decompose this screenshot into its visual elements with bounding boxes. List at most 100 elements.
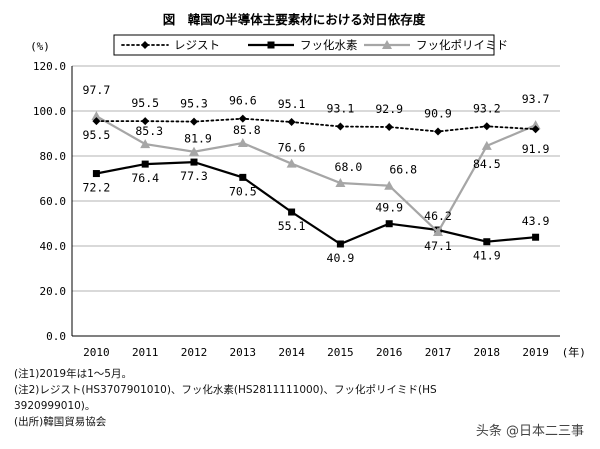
x-tick-label: 2015 bbox=[327, 346, 354, 359]
series-layer bbox=[91, 111, 541, 248]
y-axis-label: (%) bbox=[30, 40, 50, 53]
data-point-pi bbox=[286, 158, 297, 168]
legend-box bbox=[113, 34, 495, 56]
data-point-hf bbox=[288, 208, 296, 216]
note-2: (注2)レジスト(HS3707901010)、フッ化水素(HS281111100… bbox=[14, 384, 437, 396]
data-point-pi bbox=[91, 111, 102, 121]
series-line-2 bbox=[96, 160, 536, 246]
data-label: 95.5 bbox=[83, 128, 111, 142]
data-label: 85.8 bbox=[233, 123, 261, 137]
data-label: 47.1 bbox=[424, 239, 452, 253]
x-tick-label: 2013 bbox=[230, 346, 257, 359]
data-point-resist bbox=[482, 122, 491, 131]
note-1: (注1)2019年は1～5月。 bbox=[14, 368, 132, 380]
y-tick-label: 0.0 bbox=[46, 330, 66, 343]
data-label: 90.9 bbox=[424, 106, 452, 120]
y-tick-label: 120.0 bbox=[33, 60, 66, 73]
x-tick-label: 2011 bbox=[132, 346, 159, 359]
data-label: 93.2 bbox=[473, 101, 501, 115]
legend-label-1: レジスト bbox=[174, 38, 220, 52]
data-label: 49.9 bbox=[375, 201, 403, 215]
data-point-resist bbox=[92, 117, 101, 126]
source-note: (出所)韓国貿易協会 bbox=[14, 416, 107, 428]
axes bbox=[71, 66, 560, 337]
data-label: 95.3 bbox=[180, 97, 208, 111]
chart-title: 図 韓国の半導体主要素材における対日依存度 bbox=[163, 12, 426, 27]
data-point-hf bbox=[336, 240, 344, 248]
data-point-hf bbox=[532, 233, 540, 241]
data-label: 92.9 bbox=[375, 102, 403, 116]
data-label: 95.5 bbox=[131, 96, 159, 110]
data-label: 81.9 bbox=[184, 132, 212, 146]
x-unit-label: (年) bbox=[562, 345, 586, 359]
data-label: 68.0 bbox=[335, 160, 363, 174]
data-point-pi bbox=[481, 140, 492, 150]
data-label: 46.2 bbox=[424, 209, 452, 223]
x-tick-label: 2016 bbox=[376, 346, 403, 359]
data-point-resist bbox=[190, 117, 198, 126]
data-point-pi bbox=[140, 139, 151, 149]
data-point-hf bbox=[239, 173, 247, 181]
data-label: 91.9 bbox=[522, 142, 550, 156]
x-tick-label: 2019 bbox=[522, 346, 549, 359]
data-label: 93.1 bbox=[327, 102, 355, 116]
y-tick-label: 20.0 bbox=[40, 285, 67, 298]
x-tick-label: 2014 bbox=[278, 346, 305, 359]
data-point-resist bbox=[238, 114, 247, 123]
data-point-resist bbox=[287, 118, 296, 127]
y-tick-label: 60.0 bbox=[40, 195, 67, 208]
data-point-pi bbox=[433, 227, 443, 237]
data-label: 40.9 bbox=[327, 251, 355, 265]
data-label: 76.6 bbox=[278, 141, 306, 155]
data-label: 41.9 bbox=[473, 249, 501, 263]
data-label: 97.7 bbox=[83, 83, 111, 97]
data-label: 76.4 bbox=[131, 171, 159, 185]
data-point-hf bbox=[92, 170, 100, 178]
legend-marker-pi bbox=[382, 40, 392, 49]
gridlines bbox=[72, 65, 560, 292]
data-point-pi bbox=[237, 137, 248, 147]
data-label: 93.7 bbox=[522, 92, 550, 106]
data-label: 72.2 bbox=[83, 181, 111, 195]
data-point-resist bbox=[434, 127, 442, 136]
data-point-hf bbox=[483, 238, 491, 246]
x-tick-label: 2012 bbox=[181, 346, 208, 359]
data-point-resist bbox=[385, 122, 394, 131]
data-label: 66.8 bbox=[389, 163, 417, 177]
data-label: 84.5 bbox=[473, 157, 501, 171]
data-point-pi bbox=[335, 178, 346, 187]
data-label: 55.1 bbox=[278, 219, 306, 233]
notes: (注1)2019年は1～5月。 (注2)レジスト(HS3707901010)、フ… bbox=[14, 366, 437, 430]
series-line-1 bbox=[95, 117, 537, 133]
data-point-hf bbox=[385, 220, 393, 228]
legend-marker-hf bbox=[267, 41, 275, 49]
data-label: 43.9 bbox=[522, 214, 550, 228]
x-tick-label: 2018 bbox=[474, 346, 501, 359]
legend-label-2: フッ化水素 bbox=[300, 38, 358, 52]
x-tick-label: 2010 bbox=[83, 346, 110, 359]
data-point-resist bbox=[141, 117, 150, 126]
legend-label-3: フッ化ポリイミド bbox=[416, 38, 508, 52]
data-label: 85.3 bbox=[135, 124, 163, 138]
data-label: 77.3 bbox=[180, 169, 208, 183]
x-tick-label: 2017 bbox=[425, 346, 452, 359]
series-line-3 bbox=[95, 115, 537, 234]
data-point-hf bbox=[190, 158, 198, 166]
data-label: 96.6 bbox=[229, 94, 257, 108]
data-labels: 72.2 76.4 77.3 70.5 55.1 40.9 49.9 47.1 41.9 43.9… bbox=[83, 83, 550, 265]
legend-marker-resist bbox=[141, 41, 149, 49]
data-point-pi bbox=[189, 146, 199, 156]
watermark: 头条 @日本二三事 bbox=[475, 424, 584, 439]
data-label: 95.1 bbox=[278, 97, 306, 111]
y-tick-label: 100.0 bbox=[33, 105, 66, 118]
data-point-resist bbox=[336, 122, 345, 131]
note-3: 3920999010)。 bbox=[14, 400, 96, 412]
legend: レジスト フッ化水素 フッ化ポリイミド bbox=[113, 34, 508, 56]
data-label: 70.5 bbox=[229, 184, 257, 198]
tick-labels: 0.0 20.0 40.0 60.0 80.0 100.0 120.0 2010 2011 201… bbox=[33, 60, 586, 359]
data-point-hf bbox=[141, 160, 149, 168]
y-tick-label: 40.0 bbox=[40, 240, 67, 253]
data-point-pi bbox=[530, 120, 541, 130]
data-point-pi bbox=[384, 180, 395, 190]
